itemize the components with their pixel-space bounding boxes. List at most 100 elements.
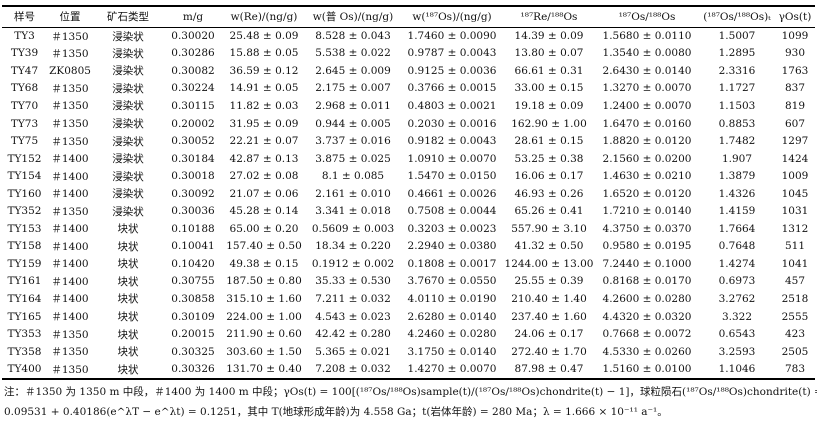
- table-row: TY358 ＃1350 块状 0.30325 303.60 ± 1.50 5.365 ± …: [2, 343, 815, 361]
- cell-ore-type: 块状: [117, 346, 139, 359]
- cell-gamma-os: 457: [784, 275, 806, 288]
- cell-re-os-ratio: 210.40 ± 1.40: [511, 292, 587, 305]
- cell-re: 42.87 ± 0.13: [229, 152, 299, 165]
- cell-re-os-ratio: 1244.00 ± 13.00: [504, 257, 594, 270]
- cell-location: ＃1350: [51, 205, 89, 218]
- cell-gamma-os: 607: [784, 117, 806, 130]
- cell-re: 14.91 ± 0.05: [229, 82, 299, 95]
- cell-re-os-ratio: 65.26 ± 0.41: [514, 205, 584, 218]
- cell-os-ratio: 1.7210 ± 0.0140: [602, 205, 692, 218]
- cell-mass: 0.10420: [171, 257, 215, 270]
- cell-sample: TY165: [7, 310, 42, 323]
- cell-location: ＃1350: [51, 30, 89, 43]
- cell-os187: 0.4661 ± 0.0026: [407, 187, 497, 200]
- cell-ore-type: 浸染状: [112, 82, 144, 95]
- cell-gamma-os: 1009: [781, 170, 809, 183]
- cell-re: 315.10 ± 1.60: [226, 292, 302, 305]
- cell-os-ratio: 1.5160 ± 0.0100: [602, 363, 692, 376]
- cell-os-ratio-t: 0.7648: [718, 240, 756, 253]
- cell-sample: TY47: [10, 64, 39, 77]
- cell-mass: 0.30036: [171, 205, 215, 218]
- cell-mass: 0.10041: [171, 240, 215, 253]
- cell-os187: 0.9182 ± 0.0043: [407, 135, 497, 148]
- cell-os187: 1.4270 ± 0.0070: [407, 363, 497, 376]
- cell-ore-type: 块状: [117, 240, 139, 253]
- cell-location: ZK0805: [49, 64, 91, 77]
- cell-gamma-os: 1041: [781, 257, 809, 270]
- cell-os-ratio-t: 2.3316: [718, 64, 756, 77]
- cell-ore-type: 块状: [117, 328, 139, 341]
- cell-sample: TY75: [10, 135, 39, 148]
- header-location: 位置: [59, 11, 81, 23]
- table-row: TY47 ZK0805 浸染状 0.30082 36.59 ± 0.12 2.645 ± …: [2, 62, 815, 80]
- cell-location: ＃1350: [51, 118, 89, 130]
- cell-gamma-os: 511: [784, 240, 806, 253]
- cell-os187: 0.3203 ± 0.0023: [407, 222, 497, 235]
- cell-os-ratio: 4.5330 ± 0.0260: [602, 345, 692, 358]
- cell-os-ratio: 1.6520 ± 0.0120: [602, 187, 692, 200]
- cell-os-ratio-t: 1.907: [721, 152, 753, 165]
- cell-gamma-os: 1312: [781, 222, 809, 235]
- cell-os187: 0.1808 ± 0.0017: [407, 257, 497, 270]
- cell-mass: 0.20002: [171, 117, 215, 130]
- cell-os-ratio: 4.4320 ± 0.0320: [602, 310, 692, 323]
- cell-sample: TY159: [7, 257, 42, 270]
- table-note-line-2: 0.09531 + 0.40186(e^λT − e^λt) = 0.1251，…: [4, 406, 668, 418]
- cell-os-common: 18.34 ± 0.220: [315, 240, 391, 253]
- cell-os-common: 4.543 ± 0.023: [315, 310, 391, 323]
- cell-os-ratio: 1.2400 ± 0.0070: [602, 99, 692, 112]
- cell-gamma-os: 2518: [781, 292, 809, 305]
- header-os-common: w(普 Os)/(ng/g): [312, 11, 394, 23]
- cell-mass: 0.30109: [171, 310, 215, 323]
- cell-os-ratio-t: 1.7482: [718, 135, 756, 148]
- cell-ore-type: 浸染状: [112, 188, 144, 201]
- cell-os187: 3.1750 ± 0.0140: [407, 345, 497, 358]
- cell-location: ＃1350: [51, 100, 89, 113]
- cell-sample: TY158: [7, 240, 42, 253]
- cell-gamma-os: 1763: [781, 64, 809, 77]
- table-row: TY154 ＃1400 浸染状 0.30018 27.02 ± 0.08 8.1 ± 0.…: [2, 167, 815, 185]
- header-sample: 样号: [14, 11, 35, 23]
- cell-mass: 0.30858: [171, 292, 215, 305]
- cell-ore-type: 浸染状: [112, 100, 144, 113]
- cell-sample: TY400: [7, 363, 42, 376]
- cell-sample: TY152: [7, 152, 42, 165]
- cell-os-ratio: 4.2600 ± 0.0280: [602, 292, 692, 305]
- cell-gamma-os: 819: [784, 99, 806, 112]
- cell-os-ratio-t: 1.2895: [718, 47, 756, 60]
- cell-sample: TY73: [10, 117, 39, 130]
- cell-sample: TY39: [10, 47, 39, 60]
- cell-re: 22.21 ± 0.07: [229, 135, 299, 148]
- cell-os187: 2.2940 ± 0.0380: [407, 240, 497, 253]
- cell-os-ratio-t: 1.4326: [718, 187, 756, 200]
- table-top-rule: [2, 5, 815, 7]
- table-row: TY400 ＃1350 块状 0.30326 131.70 ± 0.40 7.208 ± …: [2, 360, 815, 378]
- cell-ore-type: 浸染状: [112, 47, 144, 60]
- cell-mass: 0.30184: [171, 152, 215, 165]
- cell-location: ＃1350: [51, 135, 89, 148]
- cell-os-ratio: 2.6430 ± 0.0140: [602, 64, 692, 77]
- cell-location: ＃1350: [51, 346, 89, 359]
- cell-location: ＃1400: [51, 223, 89, 236]
- header-os-ratio-t: (¹⁸⁷Os/¹⁸⁸Os)ₜ: [703, 10, 771, 23]
- table-row: TY75 ＃1350 浸染状 0.30052 22.21 ± 0.07 3.737 ± 0…: [2, 132, 815, 150]
- table-row: TY73 ＃1350 浸染状 0.20002 31.95 ± 0.09 0.944 ± 0…: [2, 115, 815, 133]
- cell-os-ratio: 4.3750 ± 0.0370: [602, 222, 692, 235]
- cell-re-os-ratio: 162.90 ± 1.00: [511, 117, 587, 130]
- cell-re: 224.00 ± 1.00: [226, 310, 302, 323]
- cell-gamma-os: 1045: [781, 187, 809, 200]
- cell-os-ratio-t: 1.7664: [718, 222, 756, 235]
- cell-ore-type: 块状: [117, 223, 139, 236]
- cell-os-common: 0.1912 ± 0.002: [311, 257, 395, 270]
- cell-gamma-os: 1031: [781, 205, 809, 218]
- cell-location: ＃1400: [51, 188, 89, 201]
- table-row: TY164 ＃1400 块状 0.30858 315.10 ± 1.60 7.211 ± …: [2, 290, 815, 308]
- cell-sample: TY352: [7, 205, 42, 218]
- cell-re: 187.50 ± 0.80: [226, 275, 302, 288]
- header-os-ratio: ¹⁸⁷Os/¹⁸⁸Os: [618, 10, 676, 23]
- cell-re: 27.02 ± 0.08: [229, 170, 299, 183]
- cell-mass: 0.30755: [171, 275, 215, 288]
- cell-mass: 0.30018: [171, 170, 215, 183]
- cell-mass: 0.30052: [171, 135, 215, 148]
- cell-os187: 0.7508 ± 0.0044: [407, 205, 497, 218]
